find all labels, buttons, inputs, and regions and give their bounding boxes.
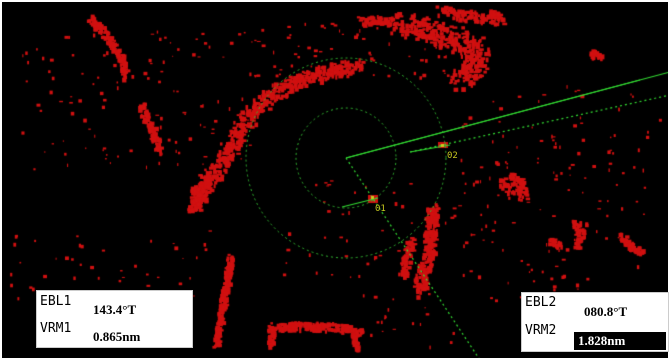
vrm2-value: 1.828nm (574, 332, 666, 350)
display-frame-bottom (0, 358, 670, 360)
ebl2-value: 080.8°T (584, 304, 628, 319)
ebl1-readout-panel: EBL1 143.4°T VRM1 0.865nm (36, 290, 193, 348)
ebl1-value: 143.4°T (93, 302, 137, 317)
ebl1-label: EBL1 (40, 294, 72, 309)
ebl2-label: EBL2 (525, 295, 557, 310)
vrm1-value: 0.865nm (93, 329, 141, 344)
display-frame-left (0, 0, 2, 360)
vrm2-label: VRM2 (525, 323, 557, 338)
target-label-02[interactable]: 02 (447, 151, 458, 161)
display-frame-right (668, 0, 670, 360)
vrm1-label: VRM1 (40, 321, 72, 336)
ebl2-readout-panel: EBL2 080.8°T VRM2 1.828nm (521, 292, 669, 352)
display-frame-top (0, 0, 670, 2)
target-label-01[interactable]: 01 (375, 204, 386, 214)
